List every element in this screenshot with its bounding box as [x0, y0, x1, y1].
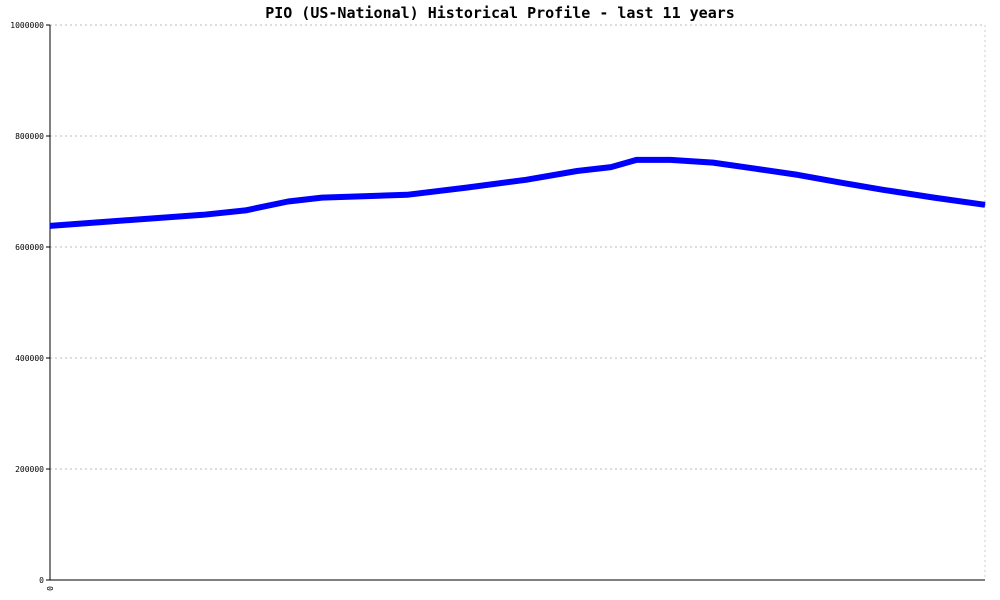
y-tick-label: 600000	[15, 243, 44, 252]
data-point	[576, 170, 578, 172]
chart-title: PIO (US-National) Historical Profile - l…	[265, 4, 735, 22]
data-point	[797, 174, 799, 176]
series-line	[49, 156, 986, 229]
data-point	[755, 168, 756, 170]
series-group	[49, 156, 986, 229]
data-point	[245, 209, 246, 211]
data-point	[670, 159, 671, 161]
y-tick-label: 0	[39, 576, 44, 585]
data-point	[466, 187, 467, 189]
data-point	[984, 204, 986, 206]
data-point	[287, 201, 289, 202]
y-tick-label: 800000	[15, 132, 44, 141]
data-point	[355, 196, 357, 197]
data-point	[840, 182, 841, 184]
data-point	[202, 214, 204, 216]
data-point	[109, 221, 110, 222]
y-tick-label: 1000000	[10, 21, 44, 30]
data-point	[610, 166, 612, 168]
data-point	[321, 197, 323, 199]
data-point	[406, 194, 408, 196]
data-point	[882, 189, 884, 191]
data-point	[933, 197, 935, 199]
y-tick-label: 200000	[15, 465, 44, 474]
data-point	[712, 162, 714, 164]
y-tick-label: 400000	[15, 354, 44, 363]
data-point	[525, 179, 527, 181]
data-point	[49, 225, 51, 227]
x-tick-label: 0	[46, 586, 55, 591]
data-point	[636, 159, 637, 161]
